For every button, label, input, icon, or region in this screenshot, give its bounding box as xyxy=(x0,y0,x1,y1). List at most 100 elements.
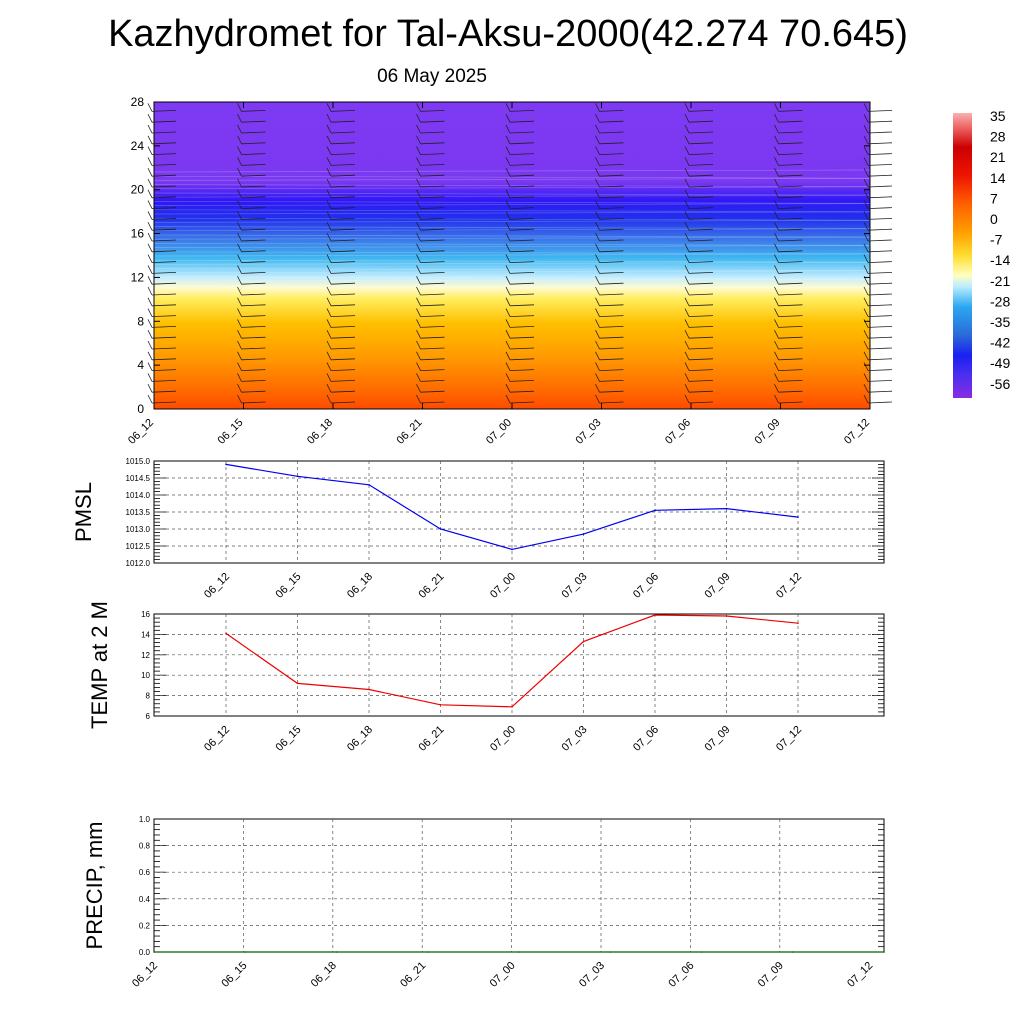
contour-line xyxy=(153,234,871,238)
wind-barb xyxy=(330,153,356,155)
wind-barb xyxy=(599,142,624,145)
wind-barb-flag xyxy=(237,351,242,360)
wind-barb xyxy=(330,282,356,285)
wind-barb-flag xyxy=(326,243,332,252)
wind-barb-flag xyxy=(326,276,332,285)
contour-line xyxy=(153,194,871,198)
wind-barb-flag xyxy=(147,373,153,382)
wind-barb xyxy=(599,401,624,404)
wind-barb-flag xyxy=(326,124,332,134)
wind-barb xyxy=(330,326,356,328)
wind-barb-flag xyxy=(684,319,690,328)
wind-barb xyxy=(778,293,803,296)
wind-barb-flag xyxy=(863,340,869,350)
wind-barb xyxy=(688,293,714,296)
heatmap-x-tick-label: 07_06 xyxy=(663,417,693,447)
temp-x-tick-label: 06_21 xyxy=(417,724,447,754)
wind-barb-flag xyxy=(237,135,242,144)
temp-x-tick-label: 07_03 xyxy=(560,724,590,754)
wind-barb xyxy=(599,390,624,393)
wind-barb-flag xyxy=(595,265,600,274)
wind-barb xyxy=(688,369,714,371)
colorbar-label: 21 xyxy=(990,149,1006,165)
wind-barb-flag xyxy=(774,200,779,209)
wind-barb-flag xyxy=(595,124,600,134)
wind-barb-flag xyxy=(326,211,332,220)
wind-barb xyxy=(330,250,356,253)
wind-barb xyxy=(688,174,714,177)
wind-barb-flag xyxy=(774,189,779,198)
wind-barb xyxy=(778,250,803,253)
wind-barb-flag xyxy=(237,124,242,134)
wind-barb-flag xyxy=(416,146,421,155)
wind-barb-flag xyxy=(684,211,690,220)
temp-y-tick-label: 16 xyxy=(141,610,150,619)
wind-barb-flag xyxy=(505,351,511,360)
wind-barb xyxy=(688,261,714,263)
precip-x-tick-label: 07_12 xyxy=(845,960,875,990)
wind-barb xyxy=(778,185,803,188)
wind-barb xyxy=(151,369,177,371)
wind-barb xyxy=(241,380,266,382)
heatmap-x-tick-label: 07_03 xyxy=(574,417,604,447)
wind-barb-flag xyxy=(237,232,242,242)
wind-barb-flag xyxy=(237,211,242,220)
wind-barb xyxy=(330,347,356,350)
wind-barb-flag xyxy=(326,265,332,274)
wind-barb xyxy=(867,164,893,166)
wind-barb xyxy=(509,358,535,361)
heatmap-x-tick-label: 06_12 xyxy=(126,417,156,447)
wind-barb xyxy=(599,369,624,371)
wind-barb-flag xyxy=(684,373,690,382)
wind-barb-flag xyxy=(595,135,600,144)
wind-barb xyxy=(688,347,714,350)
wind-barb xyxy=(420,174,445,177)
contour-line xyxy=(153,268,871,271)
wind-barb xyxy=(599,120,624,123)
wind-barb xyxy=(509,218,535,220)
wind-barb-flag xyxy=(147,114,153,123)
wind-barb-flag xyxy=(774,232,779,242)
wind-barb xyxy=(241,390,266,393)
wind-barb xyxy=(420,239,445,242)
wind-barb-flag xyxy=(774,254,779,263)
wind-barb-flag xyxy=(774,135,779,144)
wind-barb-flag xyxy=(774,319,779,328)
wind-barb-flag xyxy=(416,157,421,166)
wind-barb-flag xyxy=(595,276,600,285)
colorbar-label: 35 xyxy=(990,108,1006,124)
wind-barb-flag xyxy=(416,222,421,231)
colorbar-label: -14 xyxy=(990,252,1010,268)
wind-barb-flag xyxy=(863,200,869,209)
pmsl-data-point xyxy=(368,484,370,486)
heatmap-x-tick-label: 07_09 xyxy=(753,417,783,447)
wind-barb-flag xyxy=(326,103,332,112)
colorbar-label: 0 xyxy=(990,211,998,227)
pmsl-y-tick-label: 1015.0 xyxy=(126,457,151,466)
pmsl-y-tick-label: 1012.5 xyxy=(126,542,151,551)
wind-barb xyxy=(241,207,266,209)
wind-barb-flag xyxy=(237,330,242,339)
wind-barb xyxy=(330,358,356,361)
wind-barb xyxy=(151,390,177,393)
heatmap-y-tick-label: 0 xyxy=(137,402,144,416)
pmsl-y-tick-label: 1014.0 xyxy=(126,491,151,500)
wind-barb xyxy=(509,120,535,123)
wind-barb-flag xyxy=(416,351,421,360)
wind-barb xyxy=(420,110,445,112)
temp-data-point xyxy=(225,632,227,635)
wind-barb xyxy=(330,380,356,382)
wind-barb xyxy=(778,347,803,350)
wind-barb-flag xyxy=(505,276,511,285)
wind-barb xyxy=(599,326,624,328)
wind-barb xyxy=(509,142,535,145)
wind-barb-flag xyxy=(326,286,332,296)
wind-barb xyxy=(688,110,714,112)
wind-barb-flag xyxy=(237,319,242,328)
wind-barb xyxy=(509,336,535,339)
pmsl-y-tick-label: 1014.5 xyxy=(126,474,151,483)
wind-barb xyxy=(151,380,177,382)
wind-barb xyxy=(509,380,535,382)
wind-barb-flag xyxy=(684,265,690,274)
